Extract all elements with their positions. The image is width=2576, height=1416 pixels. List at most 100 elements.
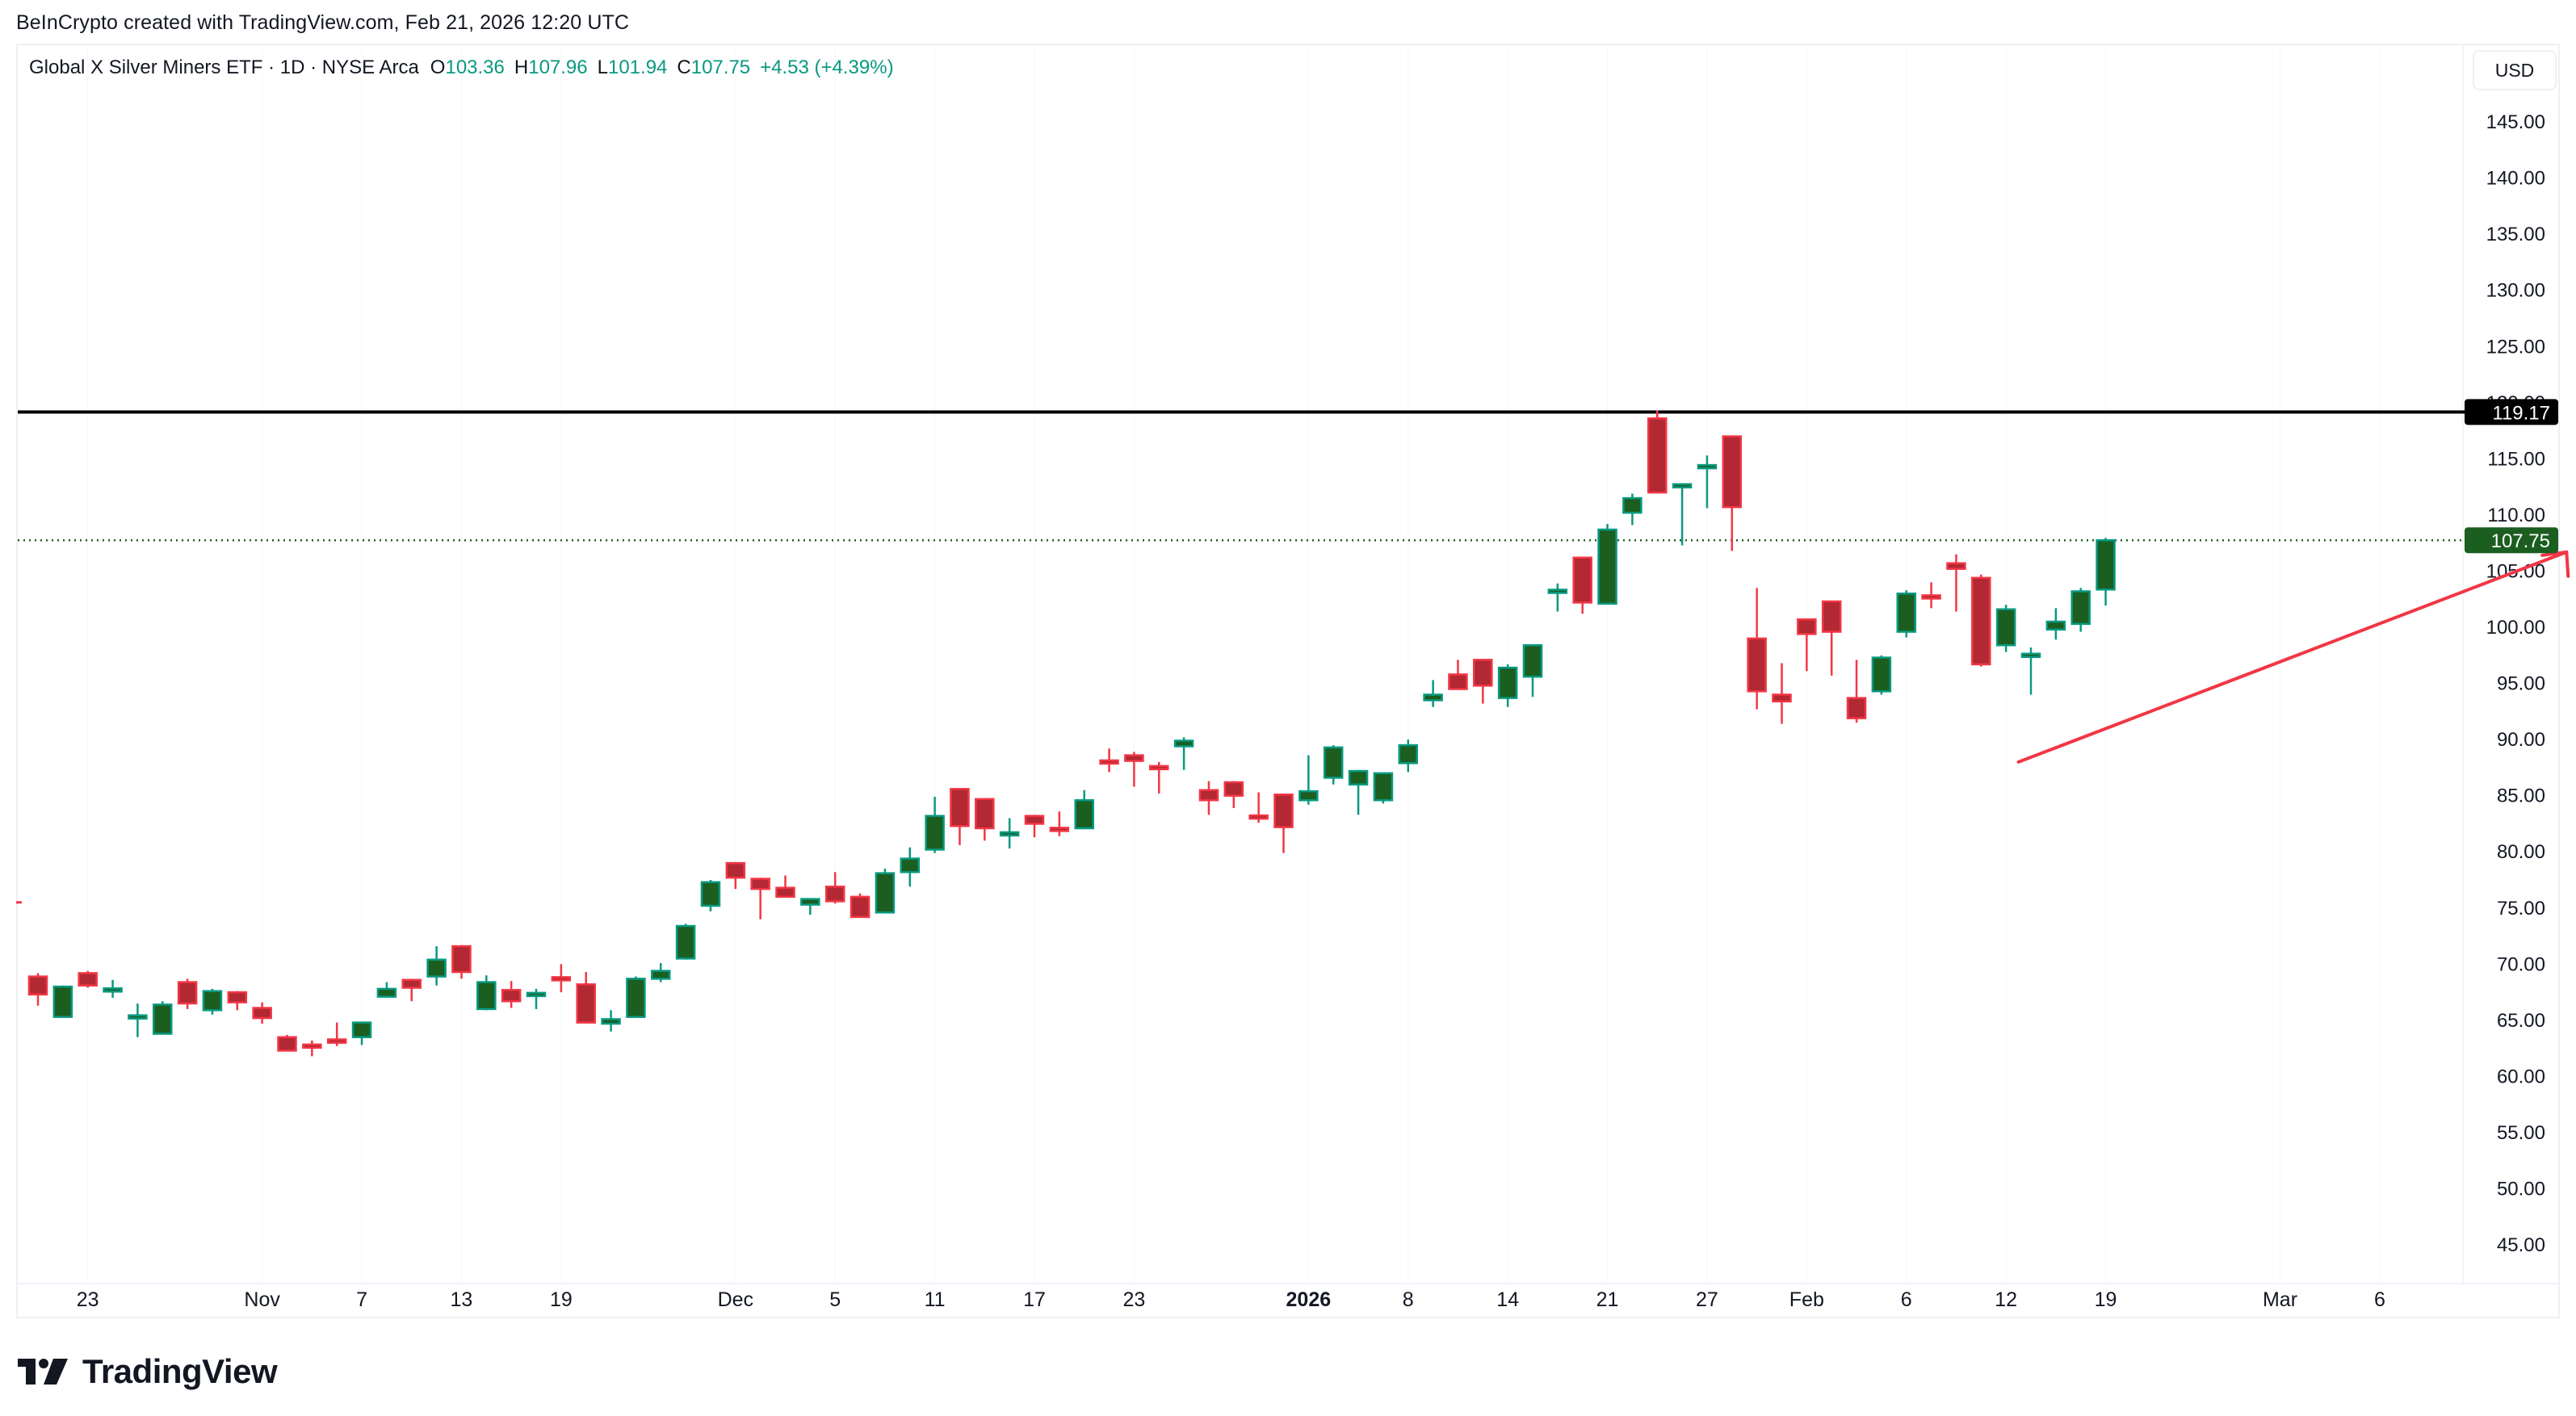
candle[interactable] [2096,538,2116,591]
candle[interactable] [1497,666,1518,699]
candle[interactable] [700,881,721,907]
candle[interactable] [326,1038,347,1044]
candle[interactable] [52,985,73,1018]
candle[interactable] [750,878,770,890]
candle[interactable] [999,831,1020,837]
candle[interactable] [651,970,671,980]
price-axis-label: 100.00 [2486,617,2545,639]
candle[interactable] [103,987,123,993]
price-axis-label: 95.00 [2497,673,2545,695]
candle[interactable] [1024,815,1045,825]
candle[interactable] [1473,659,1493,687]
candle[interactable] [1223,781,1244,797]
trend-arrow-icon[interactable] [2016,550,2569,764]
candle[interactable] [1772,693,1792,703]
tradingview-logo[interactable]: TradingView [18,1352,278,1391]
candle[interactable] [227,991,248,1003]
candle[interactable] [1971,576,1991,666]
candle[interactable] [1547,589,1568,594]
candle[interactable] [1049,827,1070,832]
candle[interactable] [725,861,746,879]
chart-panel[interactable] [16,44,2560,1318]
candle[interactable] [27,975,48,996]
candle[interactable] [1423,693,1443,702]
candle[interactable] [2020,652,2041,659]
candle[interactable] [351,1021,372,1038]
candle[interactable] [1074,798,1094,830]
candle[interactable] [1572,556,1592,604]
candle[interactable] [153,1003,173,1035]
candle[interactable] [277,1036,297,1052]
candle[interactable] [1398,744,1418,765]
candle[interactable] [626,978,646,1018]
candle[interactable] [401,978,422,989]
candle[interactable] [1697,463,1718,470]
attribution-text: BeInCrypto created with TradingView.com,… [16,11,630,34]
candle[interactable] [900,857,920,873]
candle[interactable] [1124,754,1144,762]
time-axis-label: 12 [1995,1288,2017,1311]
candle[interactable] [1871,656,1892,693]
tradingview-logo-text: TradingView [82,1352,278,1390]
candle[interactable] [1846,697,1867,719]
candle[interactable] [576,983,596,1024]
time-axis-label: 6 [2374,1288,2385,1311]
candle[interactable] [1821,600,1842,633]
candle[interactable] [302,1043,322,1049]
candle[interactable] [252,1007,272,1020]
candle[interactable] [1946,562,1966,570]
candle[interactable] [975,798,995,830]
candle[interactable] [775,886,795,899]
candle[interactable] [824,886,845,903]
time-axis-label: Mar [2263,1288,2297,1311]
candle[interactable] [1722,435,1743,509]
candle[interactable] [1672,483,1693,488]
candle[interactable] [2070,590,2091,626]
candle[interactable] [551,976,572,982]
candle[interactable] [526,991,547,998]
candle[interactable] [1797,618,1817,635]
candle[interactable] [1149,765,1169,771]
candle[interactable] [426,958,447,978]
candle[interactable] [451,945,472,974]
candle[interactable] [1373,772,1394,802]
candle[interactable] [1298,790,1319,802]
currency-button[interactable]: USD [2473,50,2557,90]
candle[interactable] [601,1018,621,1025]
candle[interactable] [1198,789,1219,802]
candle[interactable] [1348,769,1369,786]
price-axis-label: 110.00 [2487,505,2545,526]
candle[interactable] [202,990,223,1012]
candle[interactable] [950,788,970,827]
candle[interactable] [1522,644,1543,678]
price-label-text: 107.75 [2491,530,2550,552]
candle[interactable] [850,895,871,919]
candle[interactable] [501,989,522,1003]
candle[interactable] [875,872,896,914]
candle[interactable] [1099,759,1119,765]
price-axis-label: 145.00 [2486,111,2545,133]
candle[interactable] [1747,637,1767,693]
candle[interactable] [376,987,397,998]
candle[interactable] [1647,417,1668,494]
candle[interactable] [1995,608,2016,647]
candle[interactable] [1921,594,1941,600]
candle[interactable] [1173,739,1194,748]
candle[interactable] [1448,673,1468,690]
candle[interactable] [177,981,198,1005]
candle[interactable] [1597,528,1617,605]
candle[interactable] [1323,746,1344,779]
candle[interactable] [476,981,497,1011]
time-axis-label: 23 [77,1288,99,1311]
candle[interactable] [1622,496,1643,514]
candle[interactable] [800,898,820,906]
candle[interactable] [1896,593,1916,633]
candle[interactable] [128,1014,148,1020]
candle[interactable] [675,924,696,960]
candle[interactable] [2045,620,2066,631]
candle[interactable] [1248,814,1269,820]
candle[interactable] [925,815,945,851]
candle[interactable] [1273,794,1294,828]
candle[interactable] [78,972,98,987]
